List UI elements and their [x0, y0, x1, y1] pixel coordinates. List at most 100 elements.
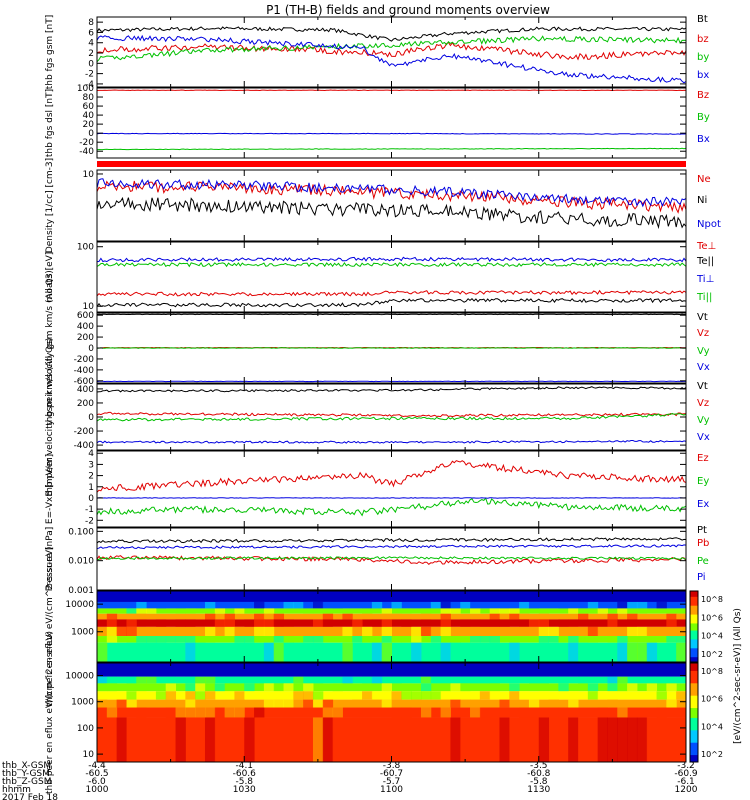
footer-value: -60.9 [674, 769, 698, 779]
spectrogram-cell [499, 699, 510, 708]
spectrogram-cell [165, 676, 177, 684]
spectrogram-cell [499, 613, 510, 620]
legend-label: Vt [697, 312, 708, 323]
colorbar-cell [690, 695, 698, 699]
spectrogram-cell [420, 626, 432, 637]
spectrogram-cell [146, 642, 157, 662]
colorbar-cell [690, 637, 698, 640]
spectrogram-cell [146, 626, 157, 637]
spectrogram-cell [489, 636, 500, 643]
footer-row-label: thb_Y-GSM [2, 769, 50, 779]
spectrogram-cell [234, 717, 245, 762]
spectrogram-cell [97, 676, 108, 684]
series-line-by [96, 35, 687, 63]
spectrogram-cell [597, 691, 608, 700]
spectrogram-cell [627, 601, 638, 609]
spectrogram-cell [450, 608, 461, 614]
spectrogram-cell [224, 683, 235, 692]
spectrogram-cell [479, 676, 491, 684]
spectrogram-cell [440, 683, 451, 692]
spectrogram-cell [568, 699, 579, 708]
spectrogram-cell [489, 683, 500, 692]
spectrogram-cell [244, 608, 255, 614]
y-tick-label: 100 [77, 84, 94, 94]
colorbar-tick-label: 10^4 [701, 632, 723, 641]
colorbar-cell [690, 697, 698, 701]
spectrogram-cell [538, 707, 550, 718]
spectrogram-cell [558, 683, 569, 692]
spectrogram-cell [656, 707, 667, 718]
panel-density: Ne Ni Npot 10 Density [1/cc] [cm-3] [45, 158, 721, 253]
footer-value: -5.7 [383, 777, 401, 787]
y-tick-label: 0.001 [68, 586, 94, 596]
y-tick-label: -4 [85, 80, 94, 90]
spectrogram-cell [352, 717, 363, 762]
footer-value: -4.4 [88, 761, 106, 771]
spectrogram-cell [597, 608, 608, 614]
colorbar-cell [690, 635, 698, 638]
spectrogram-cell [263, 699, 275, 708]
y-tick-label: 60 [83, 102, 95, 112]
colorbar-cell [690, 739, 698, 743]
spectrogram-cell [185, 619, 196, 627]
y-tick-label: 1000 [71, 698, 94, 708]
series-line-By [96, 147, 687, 151]
colorbar-tick-label: 10^6 [701, 613, 723, 622]
spectrogram-cell [293, 676, 304, 684]
colorbar-cell [690, 665, 698, 669]
spectrogram-cell [214, 683, 226, 692]
y-tick-label: 600 [77, 311, 94, 321]
spectrogram-cell [440, 608, 451, 614]
spectrogram-cell [244, 691, 255, 700]
spectrogram-cell [362, 676, 373, 684]
y-tick-label: -2 [85, 70, 94, 80]
spectrogram-cell [636, 642, 648, 662]
spectrogram-cell [548, 699, 559, 708]
y-tick-label: -40 [79, 147, 94, 157]
spectrogram-cell [283, 717, 294, 762]
spectrogram-cell [263, 608, 275, 614]
y-axis-label: thb peir velocity gsm km/s (All Qs) [45, 270, 55, 426]
spectrogram-cell [568, 642, 579, 662]
spectrogram-cell [195, 642, 206, 662]
colorbar-cell [690, 742, 698, 746]
spectrogram-cell [607, 699, 618, 708]
spectrogram-cell [440, 619, 451, 627]
spectrogram-cell [362, 613, 373, 620]
footer-value: -60.7 [380, 769, 403, 779]
spectrogram-cell [244, 636, 255, 643]
colorbar-cell [690, 667, 698, 671]
series-line-Pi [96, 544, 687, 550]
series-line-Pt [96, 537, 687, 544]
spectrogram-cell [558, 707, 569, 718]
spectrogram-cell [263, 619, 275, 627]
spectrogram-cell [460, 642, 471, 662]
spectrogram-cell [97, 683, 108, 692]
y-tick-label: -1 [85, 505, 94, 515]
spectrogram-cell [509, 717, 520, 762]
colorbar-cell [690, 601, 698, 604]
spectrogram-cell [607, 691, 618, 700]
spectrogram-cell [420, 691, 432, 700]
series-line-Ti⊥ [96, 256, 687, 263]
spectrogram-cell [656, 601, 667, 609]
spectrogram-cell [204, 676, 216, 684]
spectrogram-cell [617, 642, 628, 662]
legend-label: Ti⊥ [696, 274, 714, 285]
spectrogram-cell [224, 676, 235, 684]
y-axis-label: thb fgs dsl [nT] [45, 89, 55, 157]
colorbar-cell [690, 621, 698, 624]
series-line-Ey [96, 497, 687, 517]
colorbar-cell [690, 605, 698, 608]
colorbar-cell [690, 712, 698, 716]
spectrogram-cell [214, 619, 226, 627]
y-tick-label: -400 [74, 366, 95, 376]
colorbar-cell [690, 653, 698, 656]
legend-label: Vy [697, 346, 710, 357]
colorbar-cell [690, 619, 698, 622]
spectrogram-cell [185, 676, 196, 684]
spectrogram-cell [607, 619, 618, 627]
spectrogram-cell [528, 717, 540, 762]
legend-label: Ex [697, 499, 709, 510]
